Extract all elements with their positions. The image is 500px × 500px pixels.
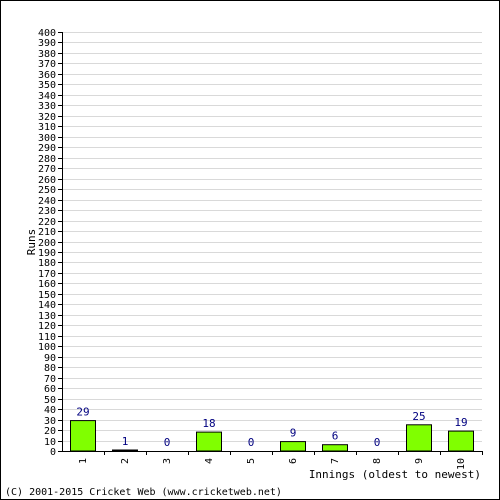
y-tick-label: 260	[38, 175, 56, 186]
bar	[448, 430, 474, 452]
x-tick-label: 9	[414, 458, 425, 464]
y-tick-label: 400	[38, 28, 56, 39]
y-tick-label: 10	[44, 437, 56, 448]
data-label: 6	[332, 430, 339, 443]
y-tick-label: 70	[44, 374, 56, 385]
x-tick-label: 8	[372, 458, 383, 464]
y-tick-label: 290	[38, 143, 56, 154]
x-tick-label: 4	[204, 458, 215, 464]
x-tick-label: 2	[120, 458, 131, 464]
y-axis-label: Runs	[25, 229, 38, 256]
bar	[70, 420, 96, 452]
y-tick-label: 200	[38, 238, 56, 249]
y-tick-label: 110	[38, 332, 56, 343]
y-tick-label: 230	[38, 206, 56, 217]
y-tick-label: 80	[44, 363, 56, 374]
y-tick-label: 90	[44, 353, 56, 364]
y-tick-label: 300	[38, 133, 56, 144]
y-tick-label: 50	[44, 395, 56, 406]
data-label: 0	[164, 436, 171, 449]
y-tick-label: 360	[38, 70, 56, 81]
x-tick-label: 10	[456, 458, 467, 470]
y-tick-label: 0	[50, 447, 56, 458]
y-tick-label: 250	[38, 185, 56, 196]
y-tick-label: 280	[38, 154, 56, 165]
data-label: 0	[374, 436, 381, 449]
y-tick-label: 140	[38, 300, 56, 311]
y-tick-label: 20	[44, 426, 56, 437]
bars	[70, 420, 474, 452]
y-tick-label: 380	[38, 49, 56, 60]
y-tick-label: 210	[38, 227, 56, 238]
data-label: 9	[290, 427, 297, 440]
x-tick-label: 7	[330, 458, 341, 464]
y-tick-labels: 0102030405060708090100110120130140150160…	[38, 28, 56, 458]
y-tick-label: 320	[38, 112, 56, 123]
y-tick-label: 310	[38, 122, 56, 133]
data-label: 25	[412, 410, 425, 423]
y-tick-label: 350	[38, 80, 56, 91]
y-tick-label: 120	[38, 321, 56, 332]
y-tick-label: 240	[38, 196, 56, 207]
y-tick-label: 30	[44, 416, 56, 427]
bar	[406, 424, 432, 452]
y-tick-label: 130	[38, 311, 56, 322]
data-label: 0	[248, 436, 255, 449]
y-tick-label: 180	[38, 258, 56, 269]
x-tick-label: 3	[162, 458, 173, 464]
bar	[112, 449, 138, 452]
y-tick-label: 340	[38, 91, 56, 102]
y-tick-label: 190	[38, 248, 56, 259]
x-tick-label: 6	[288, 458, 299, 464]
y-tick-label: 270	[38, 164, 56, 175]
data-label: 1	[122, 435, 129, 448]
y-tick-label: 330	[38, 101, 56, 112]
data-label: 19	[454, 416, 467, 429]
y-tick-label: 160	[38, 279, 56, 290]
y-tick-label: 40	[44, 405, 56, 416]
x-axis-label: Innings (oldest to newest)	[309, 468, 481, 481]
copyright-text: (C) 2001-2015 Cricket Web (www.cricketwe…	[5, 487, 282, 498]
data-label: 29	[76, 406, 89, 419]
y-tick-label: 100	[38, 342, 56, 353]
y-tick-label: 390	[38, 38, 56, 49]
data-labels: 29 1 0 18 0 9 6 0 25 19	[76, 406, 467, 449]
data-label: 18	[202, 417, 215, 430]
grid-lines	[58, 32, 482, 452]
y-tick-label: 150	[38, 290, 56, 301]
y-tick-label: 370	[38, 59, 56, 70]
x-tick-label: 5	[246, 458, 257, 464]
bar	[280, 441, 306, 452]
bar	[196, 431, 222, 452]
bar	[322, 444, 348, 452]
y-tick-label: 170	[38, 269, 56, 280]
x-tick-label: 1	[78, 458, 89, 464]
y-tick-label: 220	[38, 217, 56, 228]
y-tick-label: 60	[44, 384, 56, 395]
